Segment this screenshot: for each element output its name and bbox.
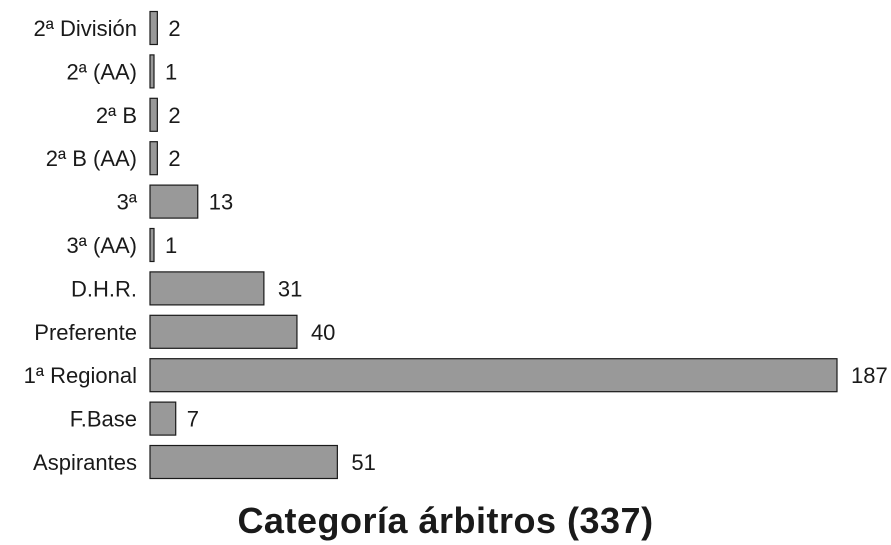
bar bbox=[149, 444, 338, 480]
category-label: 2ª División bbox=[33, 16, 137, 41]
bar bbox=[149, 314, 298, 349]
category-label: 2ª (AA) bbox=[67, 59, 138, 84]
value-label: 31 bbox=[278, 276, 302, 301]
bar bbox=[149, 401, 177, 436]
bar bbox=[149, 184, 199, 219]
value-label: 187 bbox=[851, 363, 888, 388]
value-label: 2 bbox=[168, 103, 180, 128]
category-label: 2ª B bbox=[96, 103, 137, 128]
category-label: 3ª bbox=[117, 190, 138, 215]
value-label: 51 bbox=[351, 450, 375, 475]
bar-chart: 2ª División 2ª (AA) 2ª B 2ª B (AA) 3ª 3ª (AA)… bbox=[24, 10, 888, 480]
category-label: Aspirantes bbox=[33, 450, 137, 475]
category-labels: 2ª División 2ª (AA) 2ª B 2ª B (AA) 3ª 3ª (AA)… bbox=[24, 16, 138, 475]
category-label: 3ª (AA) bbox=[67, 233, 138, 258]
bar bbox=[149, 141, 158, 176]
bar bbox=[149, 358, 838, 393]
bar bbox=[149, 54, 155, 89]
value-label: 2 bbox=[168, 146, 180, 171]
category-label: Preferente bbox=[34, 320, 137, 345]
chart-title: Categoría árbitros (337) bbox=[237, 500, 654, 541]
value-label: 13 bbox=[209, 190, 233, 215]
value-label: 1 bbox=[165, 233, 177, 258]
category-label: 2ª B (AA) bbox=[46, 146, 137, 171]
value-label: 7 bbox=[187, 407, 199, 432]
value-label: 40 bbox=[311, 320, 335, 345]
bar bbox=[149, 10, 158, 46]
category-label: D.H.R. bbox=[71, 276, 137, 301]
category-label: F.Base bbox=[70, 407, 137, 432]
value-label: 2 bbox=[168, 16, 180, 41]
value-label: 1 bbox=[165, 59, 177, 84]
bar bbox=[149, 227, 155, 263]
bars bbox=[149, 10, 838, 480]
bar bbox=[149, 97, 158, 132]
bar bbox=[149, 271, 265, 306]
category-label: 1ª Regional bbox=[24, 363, 137, 388]
value-labels: 2 1 2 2 13 1 31 40 187 7 51 bbox=[165, 16, 888, 475]
